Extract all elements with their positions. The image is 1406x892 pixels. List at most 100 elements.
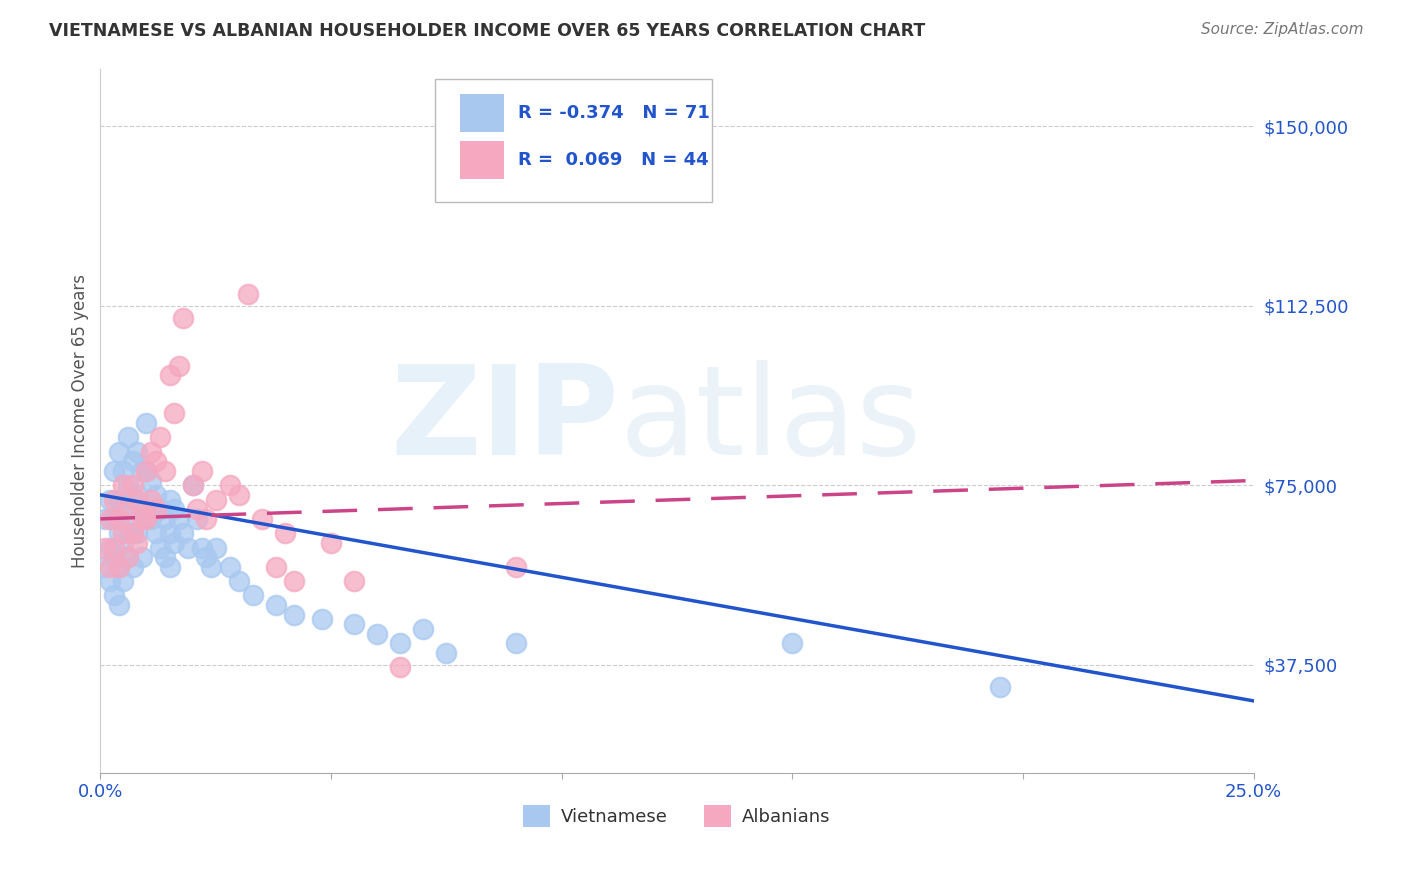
Point	[250, 512, 273, 526]
Point	[107, 559, 129, 574]
Point	[311, 612, 333, 626]
Point	[505, 559, 527, 574]
Point	[163, 502, 186, 516]
Point	[149, 430, 172, 444]
Point	[319, 536, 342, 550]
Point	[112, 464, 135, 478]
Text: VIETNAMESE VS ALBANIAN HOUSEHOLDER INCOME OVER 65 YEARS CORRELATION CHART: VIETNAMESE VS ALBANIAN HOUSEHOLDER INCOM…	[49, 22, 925, 40]
Point	[98, 559, 121, 574]
Point	[177, 541, 200, 555]
Point	[988, 680, 1011, 694]
Point	[389, 660, 412, 674]
Point	[191, 464, 214, 478]
Point	[195, 512, 218, 526]
Point	[782, 636, 804, 650]
Point	[236, 286, 259, 301]
Point	[153, 512, 176, 526]
Point	[121, 559, 143, 574]
Point	[117, 550, 139, 565]
Point	[159, 368, 181, 383]
Point	[131, 512, 153, 526]
Point	[117, 550, 139, 565]
Point	[121, 492, 143, 507]
Point	[112, 478, 135, 492]
Point	[107, 512, 129, 526]
Point	[112, 526, 135, 541]
Point	[167, 512, 190, 526]
Point	[218, 478, 240, 492]
Point	[127, 444, 149, 458]
Point	[434, 646, 457, 660]
Point	[127, 492, 149, 507]
Point	[103, 589, 125, 603]
Point	[242, 589, 264, 603]
Point	[107, 492, 129, 507]
Point	[343, 574, 366, 588]
Point	[103, 492, 125, 507]
Point	[139, 474, 162, 488]
Point	[172, 310, 194, 325]
Point	[191, 541, 214, 555]
Point	[121, 526, 143, 541]
Point	[131, 464, 153, 478]
Point	[121, 478, 143, 492]
Point	[172, 526, 194, 541]
Point	[107, 559, 129, 574]
Point	[145, 502, 167, 516]
Point	[135, 512, 157, 526]
Point	[343, 617, 366, 632]
Point	[135, 464, 157, 478]
Point	[167, 359, 190, 373]
Text: ZIP: ZIP	[391, 360, 619, 481]
Point	[163, 407, 186, 421]
Point	[103, 541, 125, 555]
FancyBboxPatch shape	[460, 94, 503, 132]
Point	[107, 444, 129, 458]
Point	[264, 559, 287, 574]
Point	[112, 536, 135, 550]
Point	[283, 607, 305, 622]
Point	[195, 550, 218, 565]
Point	[98, 541, 121, 555]
Point	[139, 492, 162, 507]
Point	[117, 430, 139, 444]
FancyBboxPatch shape	[434, 79, 711, 202]
Point	[389, 636, 412, 650]
FancyBboxPatch shape	[460, 141, 503, 179]
Point	[283, 574, 305, 588]
Point	[181, 478, 204, 492]
Point	[107, 526, 129, 541]
Point	[112, 502, 135, 516]
Point	[135, 512, 157, 526]
Point	[103, 512, 125, 526]
Point	[117, 516, 139, 531]
Point	[98, 492, 121, 507]
Point	[228, 488, 250, 502]
Point	[98, 512, 121, 526]
Point	[159, 492, 181, 507]
Point	[94, 559, 117, 574]
Point	[94, 512, 117, 526]
Point	[163, 536, 186, 550]
Point	[186, 512, 208, 526]
Point	[153, 550, 176, 565]
Point	[228, 574, 250, 588]
Text: R = -0.374   N = 71: R = -0.374 N = 71	[517, 103, 710, 122]
Point	[127, 536, 149, 550]
Point	[149, 541, 172, 555]
Point	[135, 416, 157, 430]
Point	[412, 622, 434, 636]
Point	[131, 502, 153, 516]
Point	[366, 627, 388, 641]
Point	[204, 492, 226, 507]
Point	[159, 559, 181, 574]
Y-axis label: Householder Income Over 65 years: Householder Income Over 65 years	[72, 274, 89, 567]
Text: atlas: atlas	[619, 360, 921, 481]
Point	[186, 502, 208, 516]
Point	[145, 526, 167, 541]
Point	[153, 464, 176, 478]
Point	[149, 502, 172, 516]
Point	[135, 464, 157, 478]
Point	[103, 464, 125, 478]
Point	[264, 598, 287, 612]
